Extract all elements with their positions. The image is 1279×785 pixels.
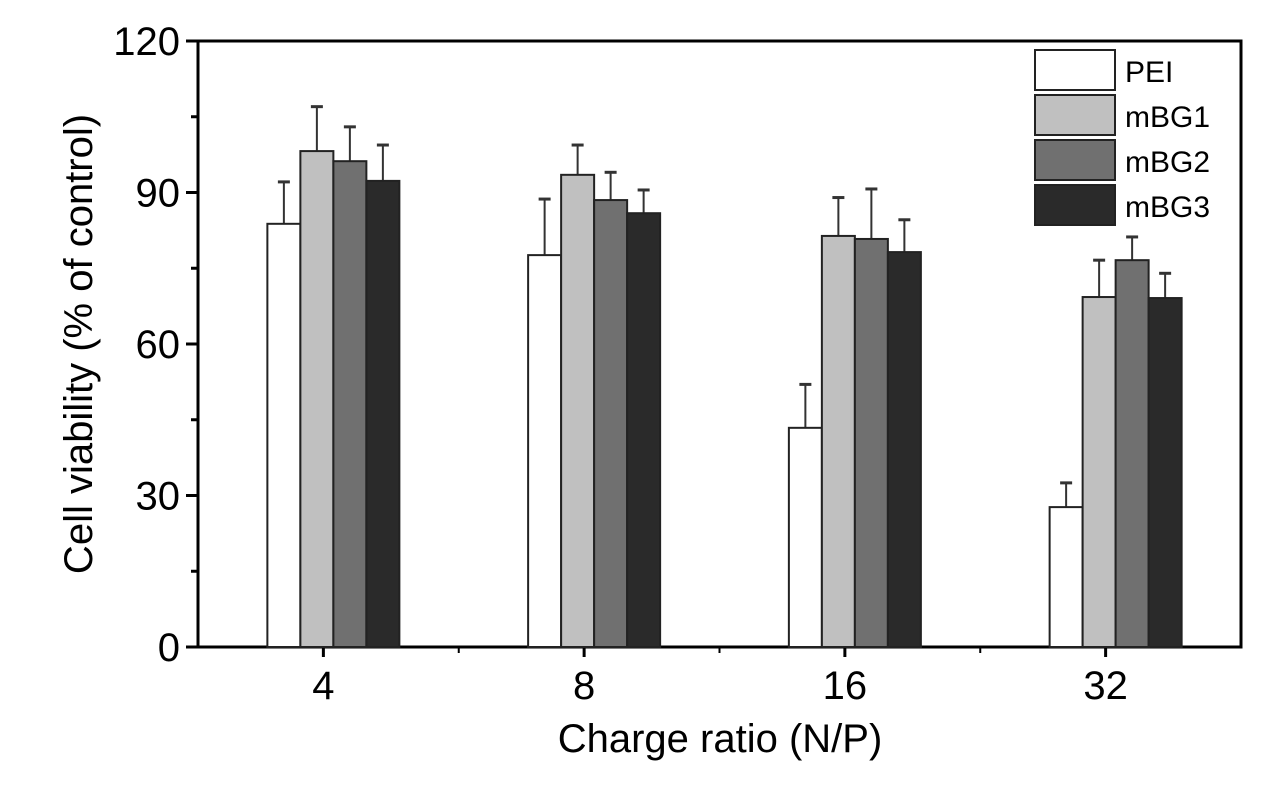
bar-mbg2: [593, 199, 629, 648]
y-tick-label: 90: [136, 172, 181, 216]
x-tick-label: 16: [823, 664, 868, 708]
y-tick-label: 60: [136, 323, 181, 367]
bar-mbg1: [560, 173, 596, 648]
x-tick-label: 4: [312, 664, 334, 708]
bar-mbg1: [299, 150, 335, 648]
bar-mbg1: [1081, 296, 1117, 648]
bar-pei: [266, 222, 302, 648]
y-tick-label: 0: [158, 626, 180, 670]
bar-mbg3: [1147, 297, 1183, 648]
legend-label: mBG2: [1125, 146, 1210, 179]
legend-label: mBG3: [1125, 191, 1210, 224]
bar-mbg2: [332, 160, 368, 648]
bar-mbg3: [886, 251, 922, 648]
bar-pei: [527, 254, 563, 648]
bar-mbg1: [820, 234, 856, 648]
legend: PEI mBG1 mBG2 mBG3: [1034, 49, 1210, 226]
axes: 0 30 60 90 120 4 8 16 32: [113, 20, 1243, 708]
x-axis-label: Charge ratio (N/P): [558, 717, 883, 761]
bar-mbg3: [365, 179, 401, 648]
x-tick-label: 8: [573, 664, 595, 708]
bar-mbg2: [1114, 259, 1150, 648]
y-axis-label: Cell viability (% of control): [57, 114, 101, 574]
legend-swatch: [1034, 94, 1116, 136]
legend-label: mBG1: [1125, 101, 1210, 134]
bar-mbg2: [853, 237, 889, 649]
bar-mbg3: [626, 212, 662, 649]
legend-label: PEI: [1125, 56, 1173, 89]
bar-pei: [787, 426, 823, 648]
y-tick-label: 30: [136, 475, 181, 519]
bar-pei: [1048, 506, 1084, 648]
bars: [266, 105, 1183, 649]
legend-swatch: [1034, 49, 1116, 91]
x-tick-label: 32: [1083, 664, 1128, 708]
y-tick-label: 120: [113, 20, 180, 64]
legend-swatch: [1034, 184, 1116, 226]
legend-swatch: [1034, 139, 1116, 181]
